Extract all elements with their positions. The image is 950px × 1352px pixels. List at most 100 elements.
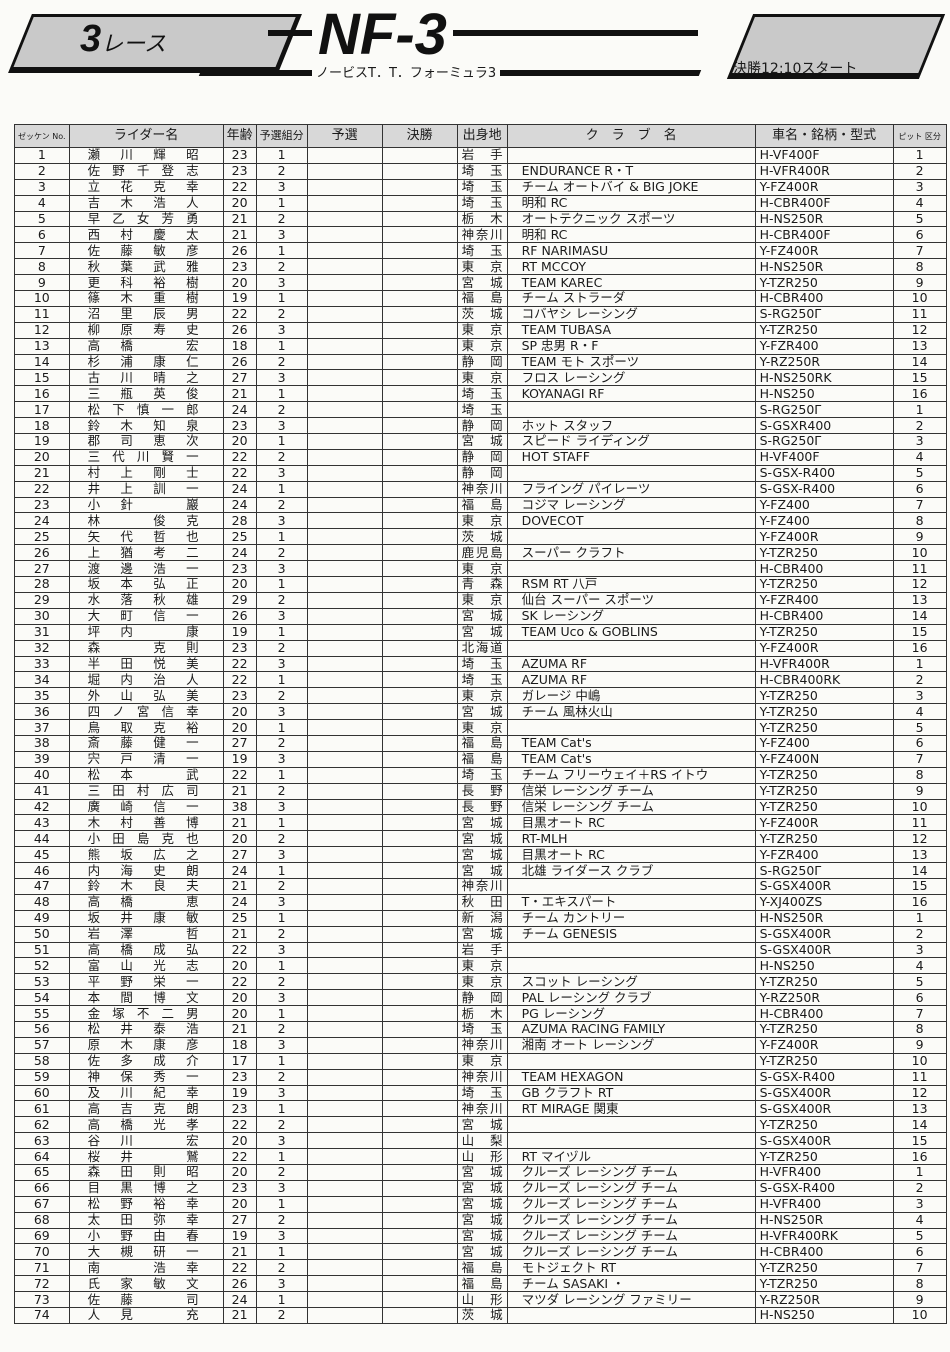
cell-pit: 13 [892,846,947,864]
table-row: 37 鳥取克裕 20 1 東京 Y-TZR250 5 [14,719,947,736]
cell-pit: 5 [892,210,947,228]
cell-age: 19 [222,623,257,641]
cell-number: 40 [14,766,70,784]
cell-qualifying [306,830,383,848]
cell-group: 3 [255,560,308,578]
cell-qualifying [306,369,383,387]
cell-machine: S-GSX-R400 [754,1068,894,1086]
cell-age: 17 [222,1052,257,1070]
table-row: 11 沼里辰男 22 2 茨城 コバヤシ レーシング S-RG250Γ 11 [14,305,947,323]
cell-hometown: 東京 [456,591,508,609]
cell-pit: 8 [892,1020,947,1038]
cell-hometown: 神奈川 [456,480,508,498]
cell-final [381,464,458,482]
cell-machine: S-GSX-R400 [754,1179,894,1197]
cell-group: 2 [255,1020,308,1038]
cell-machine: S-GSX400R [754,925,894,943]
cell-qualifying [306,1020,383,1038]
cell-pit: 12 [892,1084,947,1102]
cell-club: コバヤシ レーシング [506,305,756,323]
cell-group: 2 [255,591,308,609]
cell-pit: 6 [892,734,947,752]
cell-pit: 6 [892,989,947,1007]
cell-pit: 5 [892,973,947,991]
cell-qualifying [306,560,383,578]
cell-group: 1 [255,290,308,307]
cell-rider-name: 本間博文 [68,989,224,1007]
cell-club: チーム SASAKI ・ [506,1275,756,1293]
cell-machine: Y-XJ400ZS [754,893,894,911]
cell-hometown: 静岡 [456,448,508,466]
cell-qualifying [306,480,383,498]
cell-group: 1 [255,909,308,927]
cell-machine: H-VFR400R [754,162,894,180]
cell-hometown: 東京 [456,957,508,975]
cell-club: 仙台 スーパー スポーツ [506,591,756,609]
cell-number: 46 [14,862,70,879]
cell-hometown: 神奈川 [456,1100,508,1118]
cell-number: 49 [14,909,70,927]
cell-machine: Y-TZR250 [754,1148,894,1165]
cell-club: GB クラフト RT [506,1084,756,1102]
cell-final [381,433,458,450]
cell-club [506,957,756,975]
cell-number: 39 [14,750,70,768]
cell-number: 29 [14,591,70,609]
cell-final [381,1052,458,1070]
cell-pit: 9 [892,1036,947,1054]
table-row: 44 小田島克也 20 2 宮城 RT-MLH Y-TZR250 12 [14,830,947,848]
cell-pit: 8 [892,766,947,784]
cell-group: 2 [255,1068,308,1086]
cell-final [381,1243,458,1261]
cell-qualifying [306,1227,383,1245]
table-row: 17 松下慎一郎 24 2 埼玉 S-RG250Γ 1 [14,401,947,419]
cell-group: 3 [255,703,308,721]
cell-number: 9 [14,274,70,292]
table-header: ゼッケン No. ライダー名 年齢 予選組分 予選 決勝 出身地 ク ラ ブ 名… [14,124,947,148]
cell-hometown: 宮城 [456,433,508,450]
cell-qualifying [306,433,383,450]
cell-club: オートテクニック スポーツ [506,210,756,228]
cell-club: T・エキスパート [506,893,756,911]
cell-club: チーム ストラーダ [506,290,756,307]
table-row: 34 堀内治人 22 1 埼玉 AZUMA RF H-CBR400RK 2 [14,671,947,689]
cell-machine: Y-FZ400 [754,496,894,514]
cell-machine: S-GSX-R400 [754,480,894,498]
cell-pit: 4 [892,194,947,212]
cell-group: 1 [255,766,308,784]
cell-hometown: 鹿児島 [456,544,508,562]
cell-qualifying [306,512,383,530]
cell-group: 1 [255,1195,308,1213]
cell-rider-name: 堀内治人 [68,671,224,689]
cell-hometown: 埼玉 [456,242,508,260]
cell-rider-name: 小針 巖 [68,496,224,514]
cell-pit: 2 [892,162,947,180]
cell-hometown: 東京 [456,1052,508,1070]
cell-number: 33 [14,655,70,673]
cell-final [381,814,458,832]
cell-qualifying [306,1052,383,1070]
cell-group: 1 [255,433,308,450]
cell-group: 2 [255,496,308,514]
cell-number: 7 [14,242,70,260]
cell-age: 23 [222,162,257,180]
cell-rider-name: 佐藤敏彦 [68,242,224,260]
cell-machine: H-NS250R [754,210,894,228]
table-row: 27 渡邊浩一 23 3 東京 H-CBR400 11 [14,560,947,578]
cell-qualifying [306,496,383,514]
cell-rider-name: 更科裕樹 [68,274,224,292]
cell-hometown: 東京 [456,258,508,276]
cell-pit: 1 [892,401,947,419]
cell-pit: 7 [892,750,947,768]
cell-final [381,321,458,339]
cell-number: 36 [14,703,70,721]
cell-club [506,941,756,959]
cell-final [381,591,458,609]
cell-machine: S-RG250Γ [754,433,894,450]
cell-group: 2 [255,1116,308,1134]
cell-group: 3 [255,1227,308,1245]
cell-pit: 15 [892,877,947,895]
cell-number: 71 [14,1259,70,1277]
cell-qualifying [306,1005,383,1022]
cell-club: PAL レーシング クラブ [506,989,756,1007]
